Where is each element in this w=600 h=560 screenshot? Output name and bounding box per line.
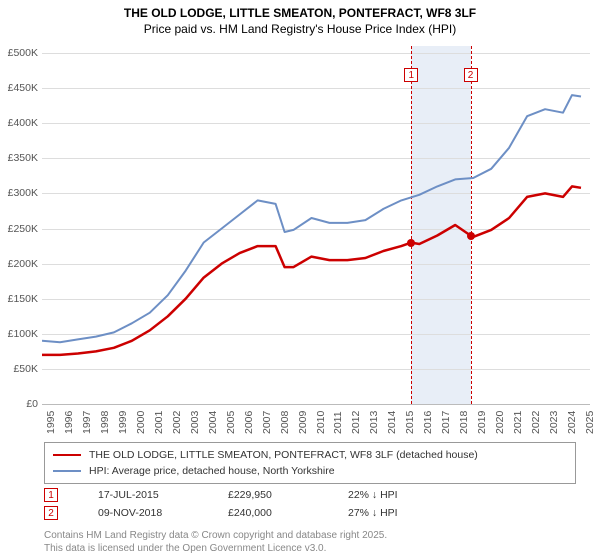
x-axis-label: 2008 bbox=[279, 411, 291, 434]
x-axis-label: 2003 bbox=[189, 411, 201, 434]
y-axis-label: £200K bbox=[0, 258, 38, 270]
x-axis-label: 2025 bbox=[584, 411, 596, 434]
table-row: 1 17-JUL-2015 £229,950 22% ↓ HPI bbox=[44, 486, 398, 504]
sale-marker: 1 bbox=[44, 488, 58, 502]
x-axis-label: 2011 bbox=[332, 411, 344, 434]
x-axis-label: 2023 bbox=[548, 411, 560, 434]
x-axis-label: 2001 bbox=[153, 411, 165, 434]
x-axis-label: 2019 bbox=[476, 411, 488, 434]
sale-date: 09-NOV-2018 bbox=[98, 507, 188, 519]
y-axis-label: £50K bbox=[0, 363, 38, 375]
x-axis-label: 2002 bbox=[171, 411, 183, 434]
x-axis-label: 1997 bbox=[81, 411, 93, 434]
footer-attribution: Contains HM Land Registry data © Crown c… bbox=[44, 530, 387, 555]
sale-marker: 2 bbox=[44, 506, 58, 520]
legend-item: THE OLD LODGE, LITTLE SMEATON, PONTEFRAC… bbox=[53, 447, 567, 463]
legend-label: HPI: Average price, detached house, Nort… bbox=[89, 465, 335, 477]
x-axis-label: 2014 bbox=[386, 411, 398, 434]
y-axis-label: £0 bbox=[0, 398, 38, 410]
sale-marker-flag: 2 bbox=[464, 68, 478, 82]
x-axis-label: 2021 bbox=[512, 411, 524, 434]
gridline bbox=[42, 404, 590, 405]
sale-date: 17-JUL-2015 bbox=[98, 489, 188, 501]
sale-price: £229,950 bbox=[228, 489, 308, 501]
legend-box: THE OLD LODGE, LITTLE SMEATON, PONTEFRAC… bbox=[44, 442, 576, 484]
title-line-1: THE OLD LODGE, LITTLE SMEATON, PONTEFRAC… bbox=[0, 6, 600, 20]
sale-marker-flag: 1 bbox=[404, 68, 418, 82]
series-price_paid bbox=[42, 186, 581, 355]
x-axis-label: 2018 bbox=[458, 411, 470, 434]
legend-item: HPI: Average price, detached house, Nort… bbox=[53, 463, 567, 479]
x-axis-label: 2006 bbox=[243, 411, 255, 434]
x-axis-label: 2020 bbox=[494, 411, 506, 434]
sales-table: 1 17-JUL-2015 £229,950 22% ↓ HPI 2 09-NO… bbox=[44, 486, 398, 522]
y-axis-label: £100K bbox=[0, 328, 38, 340]
sale-price: £240,000 bbox=[228, 507, 308, 519]
x-axis-label: 2012 bbox=[350, 411, 362, 434]
chart-titles: THE OLD LODGE, LITTLE SMEATON, PONTEFRAC… bbox=[0, 0, 600, 36]
y-axis-label: £500K bbox=[0, 47, 38, 59]
x-axis-label: 1995 bbox=[45, 411, 57, 434]
footer-line: This data is licensed under the Open Gov… bbox=[44, 543, 387, 556]
x-axis-label: 2024 bbox=[566, 411, 578, 434]
table-row: 2 09-NOV-2018 £240,000 27% ↓ HPI bbox=[44, 504, 398, 522]
x-axis-label: 2022 bbox=[530, 411, 542, 434]
series-hpi bbox=[42, 95, 581, 342]
x-axis-label: 2017 bbox=[440, 411, 452, 434]
sale-dot bbox=[407, 239, 415, 247]
x-axis-label: 1996 bbox=[63, 411, 75, 434]
x-axis-label: 2000 bbox=[135, 411, 147, 434]
x-axis-label: 2013 bbox=[368, 411, 380, 434]
sale-delta: 22% ↓ HPI bbox=[348, 489, 398, 501]
x-axis-label: 2015 bbox=[404, 411, 416, 434]
x-axis-label: 2007 bbox=[261, 411, 273, 434]
y-axis-label: £300K bbox=[0, 187, 38, 199]
y-axis-label: £150K bbox=[0, 293, 38, 305]
sale-delta: 27% ↓ HPI bbox=[348, 507, 398, 519]
y-axis-label: £350K bbox=[0, 152, 38, 164]
sale-dot bbox=[467, 232, 475, 240]
y-axis-label: £250K bbox=[0, 223, 38, 235]
legend-swatch bbox=[53, 470, 81, 472]
y-axis-label: £450K bbox=[0, 82, 38, 94]
legend-label: THE OLD LODGE, LITTLE SMEATON, PONTEFRAC… bbox=[89, 449, 478, 461]
y-axis-label: £400K bbox=[0, 117, 38, 129]
x-axis-label: 1998 bbox=[99, 411, 111, 434]
chart-plot-area: £0£50K£100K£150K£200K£250K£300K£350K£400… bbox=[42, 46, 590, 404]
x-axis-label: 2004 bbox=[207, 411, 219, 434]
footer-line: Contains HM Land Registry data © Crown c… bbox=[44, 530, 387, 543]
title-line-2: Price paid vs. HM Land Registry's House … bbox=[0, 22, 600, 36]
legend-swatch bbox=[53, 454, 81, 456]
series-svg bbox=[42, 46, 590, 404]
x-axis-label: 2009 bbox=[297, 411, 309, 434]
x-axis-label: 2016 bbox=[422, 411, 434, 434]
x-axis-label: 2010 bbox=[315, 411, 327, 434]
x-axis-label: 2005 bbox=[225, 411, 237, 434]
x-axis-label: 1999 bbox=[117, 411, 129, 434]
